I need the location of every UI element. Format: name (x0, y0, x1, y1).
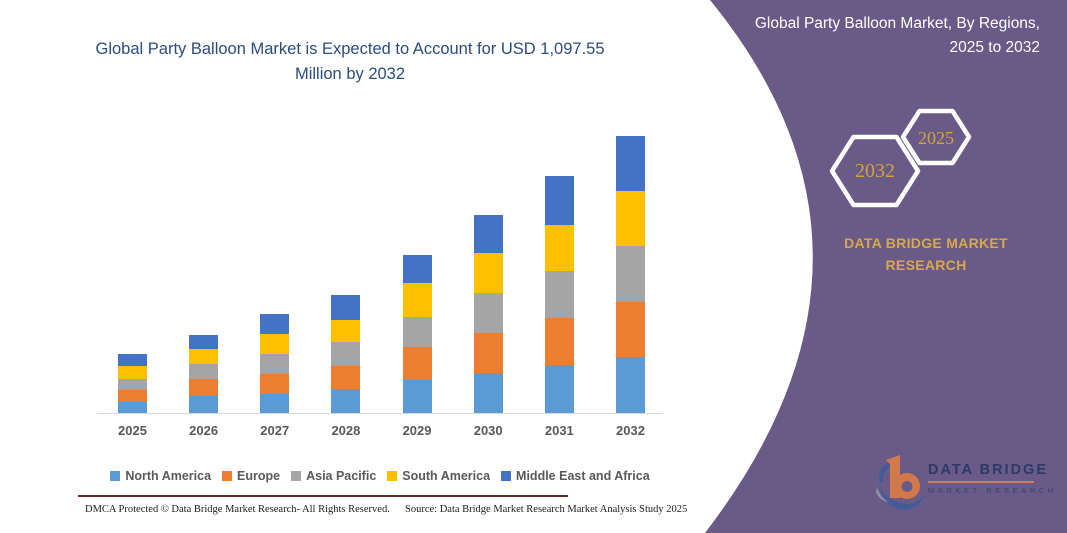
x-axis-label: 2029 (402, 423, 432, 438)
x-axis-label: 2028 (331, 423, 361, 438)
legend-swatch-icon (291, 471, 302, 481)
bar-segment (473, 333, 503, 374)
bar-segment (118, 353, 147, 367)
bar-segment (615, 301, 645, 358)
bar-segment (331, 319, 361, 342)
x-axis-label: 2032 (616, 423, 645, 438)
legend-label: Europe (237, 469, 281, 483)
legend-label: South America (402, 469, 491, 483)
x-axis-label: 2030 (473, 423, 503, 438)
legend-label: North America (125, 469, 212, 483)
legend-item: North America (110, 469, 211, 483)
bar-segment (544, 317, 574, 365)
footer-divider (78, 495, 568, 497)
bar-segment (402, 316, 432, 348)
hexagon-badge-2025 (900, 108, 972, 166)
legend-item: Asia Pacific (291, 469, 376, 483)
bar-segment (473, 373, 503, 413)
purple-panel-shape (705, 0, 1067, 533)
bar-2031 (544, 175, 574, 413)
bar-segment (544, 224, 574, 272)
legend-item: Europe (222, 469, 280, 483)
bar-segment (189, 396, 219, 413)
bar-segment (473, 214, 503, 254)
bar-segment (118, 378, 147, 391)
badge-year-2025: 2025 (918, 128, 954, 148)
x-axis-label: 2025 (118, 423, 147, 438)
bar-2028 (331, 294, 361, 413)
bar-segment (615, 190, 645, 246)
bar-2026 (189, 334, 219, 413)
bar-segment (544, 175, 574, 225)
bar-segment (118, 366, 147, 379)
bar-segment (331, 341, 361, 367)
bar-segment (189, 364, 219, 380)
x-axis-label: 2031 (544, 423, 574, 438)
bar-segment (260, 334, 290, 355)
bar-segment (331, 294, 361, 320)
brand-wordmark: DATA BRIDGE MARKET RESEARCH (844, 235, 1008, 273)
bar-2032 (615, 136, 645, 413)
bar-2030 (473, 214, 503, 413)
x-axis-label: 2027 (260, 423, 290, 438)
bar-segment (473, 253, 503, 294)
legend-item: Middle East and Africa (501, 469, 650, 483)
badge-year-2032: 2032 (855, 160, 895, 182)
logo-brand-text: DATA BRIDGE (928, 462, 1049, 478)
bar-segment (473, 293, 503, 334)
x-axis-label: 2026 (189, 423, 219, 438)
bar-segment (331, 389, 361, 413)
legend-item: South America (387, 469, 490, 483)
bar-segment (260, 313, 290, 335)
bar-segment (260, 354, 290, 375)
panel-heading: Global Party Balloon Market, By Regions,… (754, 15, 1040, 57)
bar-segment (615, 136, 645, 191)
bar-2025 (118, 353, 147, 413)
dmca-text: DMCA Protected © Data Bridge Market Rese… (85, 504, 390, 515)
bar-segment (189, 334, 219, 350)
hexagon-badge-2032 (829, 134, 921, 208)
data-bridge-logo-icon (876, 455, 925, 510)
legend-swatch-icon (110, 471, 121, 481)
bar-segment (402, 254, 432, 283)
source-text: Source: Data Bridge Market Research Mark… (405, 504, 688, 515)
legend-swatch-icon (501, 471, 512, 481)
bar-segment (544, 271, 574, 318)
page-title: Global Party Balloon Market is Expected … (95, 40, 605, 83)
bar-segment (260, 394, 290, 413)
bar-segment (189, 349, 219, 365)
bar-2027 (260, 313, 290, 413)
bar-segment (260, 374, 290, 395)
logo-underline (928, 481, 1034, 483)
bar-segment (402, 379, 432, 413)
chart-plot-area (97, 120, 663, 414)
legend-label: Middle East and Africa (516, 469, 650, 483)
legend-label: Asia Pacific (306, 469, 377, 483)
bar-segment (118, 390, 147, 402)
logo-sub-text: MARKET RESEARCH (928, 486, 1057, 495)
chart-legend: North America Europe Asia Pacific South Ame… (80, 469, 680, 483)
bar-segment (189, 379, 219, 397)
legend-swatch-icon (222, 471, 233, 481)
bar-2029 (402, 254, 432, 413)
x-axis: 2025 2026 2027 2028 2029 2030 2031 2032 (97, 423, 663, 443)
bar-segment (402, 282, 432, 317)
bar-segment (331, 366, 361, 390)
bar-segment (615, 245, 645, 302)
legend-swatch-icon (387, 471, 398, 481)
bar-segment (544, 364, 574, 413)
bar-segment (615, 357, 645, 413)
bar-segment (402, 347, 432, 380)
bar-segment (118, 401, 147, 413)
